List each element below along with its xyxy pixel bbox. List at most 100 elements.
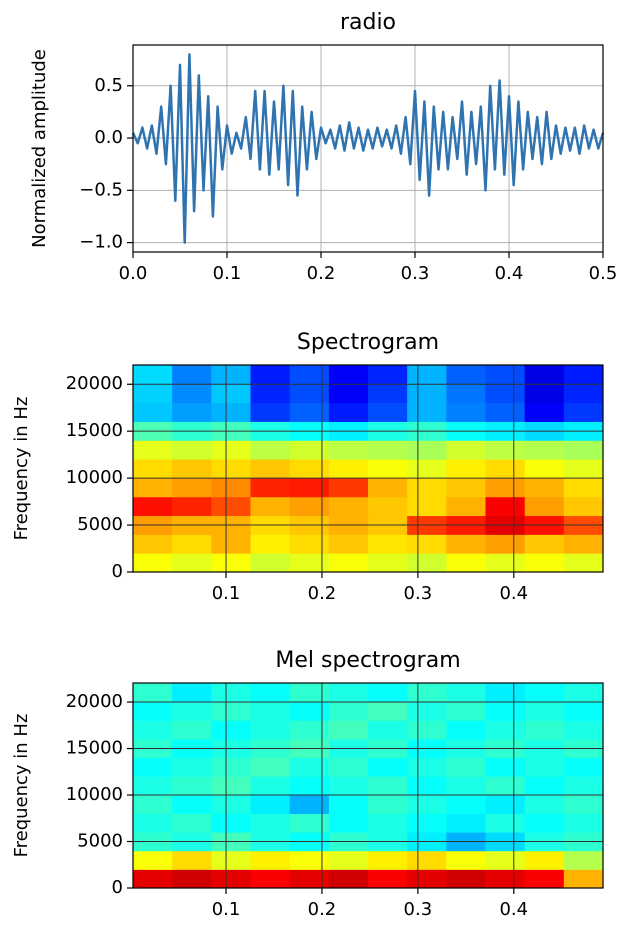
heatmap-cell bbox=[172, 440, 212, 460]
heatmap-cell bbox=[368, 701, 408, 721]
heatmap-cell bbox=[446, 383, 486, 404]
heatmap-cell bbox=[289, 683, 330, 703]
heatmap-cell bbox=[407, 869, 447, 889]
heatmap-cell bbox=[328, 776, 369, 796]
heatmap-cell bbox=[211, 365, 251, 385]
heatmap-cell bbox=[250, 850, 291, 870]
heatmap-cell bbox=[211, 553, 251, 573]
heatmap-cell bbox=[250, 776, 291, 796]
y-tick-label: 20000 bbox=[66, 373, 123, 394]
heatmap-cell bbox=[172, 701, 212, 721]
heatmap-cell bbox=[211, 720, 251, 740]
heatmap-cell bbox=[563, 459, 604, 479]
heatmap-cell bbox=[368, 720, 408, 740]
x-tick-label: 0.4 bbox=[495, 263, 524, 284]
heatmap-cell bbox=[368, 757, 408, 777]
heatmap-cell bbox=[407, 720, 447, 740]
heatmap-cell bbox=[446, 683, 486, 703]
heatmap-cell bbox=[446, 776, 486, 796]
heatmap-cell bbox=[172, 850, 212, 870]
heatmap-cell bbox=[563, 383, 604, 404]
heatmap-cell bbox=[446, 553, 486, 573]
heatmap-cell bbox=[407, 383, 447, 404]
y-tick-label: 15000 bbox=[66, 738, 123, 759]
heatmap-cell bbox=[563, 701, 604, 721]
heatmap-cell bbox=[289, 720, 330, 740]
heatmap-cell bbox=[289, 365, 330, 385]
heatmap-cell bbox=[485, 757, 526, 777]
heatmap-cell bbox=[524, 534, 565, 554]
heatmap-cell bbox=[289, 402, 330, 422]
heatmap-cell bbox=[407, 534, 447, 554]
y-tick-label: 0.0 bbox=[94, 127, 123, 148]
heatmap-cell bbox=[485, 440, 526, 460]
heatmap-cell bbox=[289, 459, 330, 479]
heatmap-cell bbox=[211, 383, 251, 404]
heatmap-cell bbox=[524, 869, 565, 889]
heatmap-cell bbox=[133, 794, 173, 814]
heatmap-cell bbox=[524, 440, 565, 460]
heatmap-cell bbox=[524, 496, 565, 517]
heatmap-cell bbox=[407, 477, 447, 498]
heatmap-cell bbox=[485, 720, 526, 740]
x-tick-label: 0.2 bbox=[308, 583, 337, 604]
heatmap-cell bbox=[250, 459, 291, 479]
heatmap-cell bbox=[172, 459, 212, 479]
heatmap-cell bbox=[172, 776, 212, 796]
heatmap-cell bbox=[446, 850, 486, 870]
heatmap-cell bbox=[328, 757, 369, 777]
heatmap-cell bbox=[563, 757, 604, 777]
heatmap-cell bbox=[133, 459, 173, 479]
heatmap-cell bbox=[524, 553, 565, 573]
heatmap-cell bbox=[211, 402, 251, 422]
heatmap-cell bbox=[485, 850, 526, 870]
heatmap-cell bbox=[289, 440, 330, 460]
heatmap-cell bbox=[407, 683, 447, 703]
heatmap-cell bbox=[563, 850, 604, 870]
heatmap-cell bbox=[133, 757, 173, 777]
heatmap-cell bbox=[133, 720, 173, 740]
heatmap-cell bbox=[289, 477, 330, 498]
chart-title: Mel spectrogram bbox=[275, 648, 460, 673]
heatmap-cell bbox=[250, 534, 291, 554]
heatmap-cell bbox=[368, 402, 408, 422]
heatmap-cell bbox=[485, 794, 526, 814]
heatmap-cell bbox=[250, 757, 291, 777]
heatmap-cell bbox=[328, 869, 369, 889]
heatmap-cell bbox=[250, 813, 291, 833]
y-axis-label: Normalized amplitude bbox=[29, 49, 50, 248]
heatmap-cell bbox=[524, 701, 565, 721]
x-tick-label: 0.3 bbox=[404, 583, 433, 604]
heatmap-cell bbox=[368, 869, 408, 889]
heatmap-cell bbox=[328, 794, 369, 814]
heatmap-cell bbox=[133, 383, 173, 404]
waveform-line bbox=[131, 53, 605, 244]
x-tick-label: 0.2 bbox=[308, 899, 337, 920]
heatmap-cell bbox=[328, 496, 369, 517]
heatmap-cell bbox=[485, 813, 526, 833]
heatmap-cell bbox=[289, 869, 330, 889]
x-tick-label: 0.5 bbox=[589, 263, 618, 284]
heatmap-cell bbox=[328, 813, 369, 833]
heatmap-cell bbox=[250, 440, 291, 460]
heatmap-cell bbox=[368, 383, 408, 404]
heatmap-cell bbox=[172, 757, 212, 777]
heatmap-cell bbox=[563, 534, 604, 554]
heatmap-cell bbox=[250, 869, 291, 889]
heatmap-cell bbox=[250, 402, 291, 422]
y-tick-label: 0.5 bbox=[94, 75, 123, 96]
heatmap-cell bbox=[446, 757, 486, 777]
heatmap-cell bbox=[368, 553, 408, 573]
heatmap-cell bbox=[368, 365, 408, 385]
heatmap-cell bbox=[524, 757, 565, 777]
heatmap-cell bbox=[250, 383, 291, 404]
heatmap-cell bbox=[368, 776, 408, 796]
heatmap-cell bbox=[328, 402, 369, 422]
heatmap-cell bbox=[172, 869, 212, 889]
heatmap-cell bbox=[211, 440, 251, 460]
y-tick-label: 5000 bbox=[77, 514, 123, 535]
heatmap-cell bbox=[250, 794, 291, 814]
heatmap-cell bbox=[250, 553, 291, 573]
heatmap-cell bbox=[328, 383, 369, 404]
